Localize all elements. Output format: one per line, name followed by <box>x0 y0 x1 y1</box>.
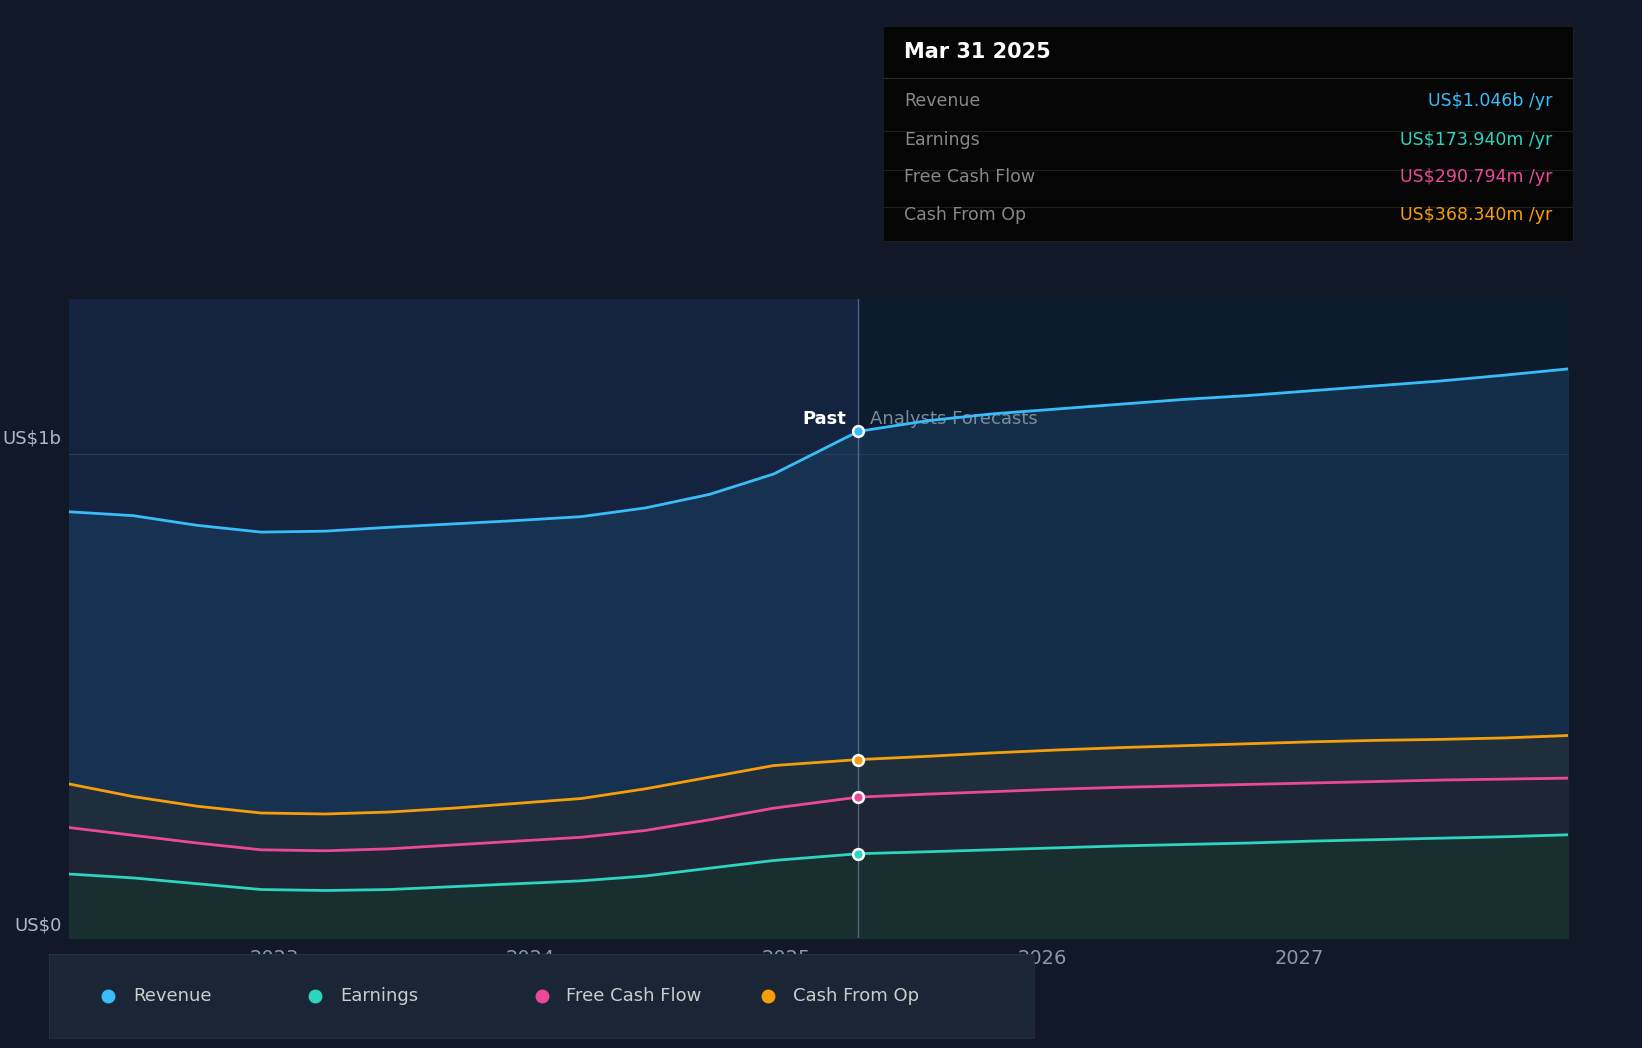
Text: US$173.940m /yr: US$173.940m /yr <box>1401 131 1552 149</box>
Text: US$368.340m /yr: US$368.340m /yr <box>1401 206 1552 224</box>
Text: US$1.046b /yr: US$1.046b /yr <box>1429 92 1552 110</box>
Point <box>846 846 872 863</box>
Point <box>846 789 872 806</box>
Text: Revenue: Revenue <box>133 986 212 1005</box>
Text: Cash From Op: Cash From Op <box>793 986 920 1005</box>
Text: US$290.794m /yr: US$290.794m /yr <box>1401 168 1552 185</box>
Text: Mar 31 2025: Mar 31 2025 <box>905 42 1051 62</box>
Bar <box>859 299 1568 938</box>
Text: Cash From Op: Cash From Op <box>905 206 1026 224</box>
Point <box>846 751 872 768</box>
Text: Revenue: Revenue <box>905 92 980 110</box>
Bar <box>69 299 859 938</box>
Text: US$1b: US$1b <box>3 430 61 447</box>
Text: Past: Past <box>803 410 846 428</box>
Text: Free Cash Flow: Free Cash Flow <box>566 986 701 1005</box>
Text: Earnings: Earnings <box>340 986 419 1005</box>
Point <box>846 423 872 440</box>
Text: Earnings: Earnings <box>905 131 980 149</box>
Text: US$0: US$0 <box>15 917 61 935</box>
Text: Analysts Forecasts: Analysts Forecasts <box>870 410 1038 428</box>
Text: Free Cash Flow: Free Cash Flow <box>905 168 1034 185</box>
